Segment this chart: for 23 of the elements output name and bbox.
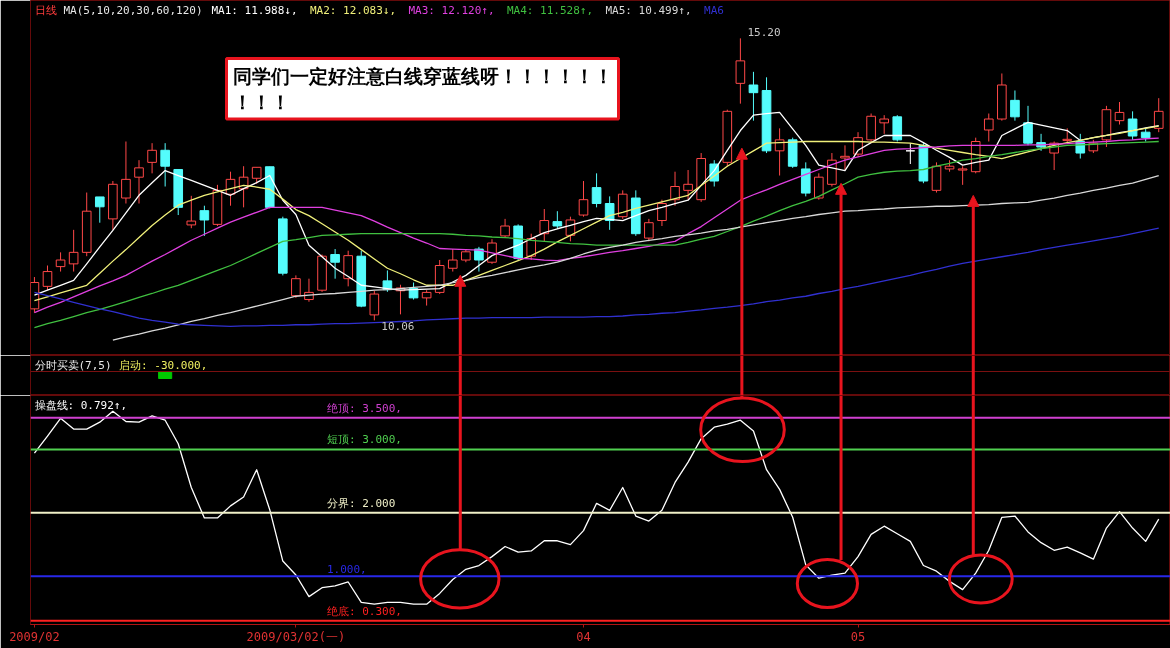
text: MA5: 10.499↑, (605, 3, 692, 17)
text: MA2: 12.083↓, (309, 3, 397, 17)
ref-line-label: 绝顶: 3.500, (326, 401, 402, 415)
series-label: 操盘线: 0.792↑, (34, 398, 128, 412)
annotation: 10.06 (381, 320, 415, 334)
annotation: 同学们一定好注意白线穿蓝线呀！！！！！！！！！ (232, 64, 613, 113)
chart-title: 日线 (34, 3, 57, 17)
ref-line-label: 1.000, (326, 563, 367, 577)
chart-subtitle: 启动: -30.000, (119, 358, 208, 372)
annotation: 15.20 (747, 26, 781, 40)
text: MA3: 12.120↑, (408, 3, 495, 17)
text: MA6 (704, 3, 724, 17)
x-tick-label: 04 (576, 629, 591, 644)
x-tick-label: 05 (850, 629, 866, 644)
text: MA4: 11.528↑, (506, 3, 594, 17)
chart-title: 分时买卖(7,5) (34, 358, 112, 372)
ref-line-label: 分界: 2.000 (326, 496, 396, 510)
x-tick-label: 2009/03/02(一) (246, 629, 346, 644)
x-tick-label: 2009/02 (9, 629, 60, 644)
text: MA1: 11.988↓, (211, 3, 298, 17)
ref-line-label: 短顶: 3.000, (326, 433, 402, 447)
chart-subtitle: MA(5,10,20,30,60,120) (63, 3, 203, 17)
ref-line-label: 绝底: 0.300, (326, 604, 402, 618)
